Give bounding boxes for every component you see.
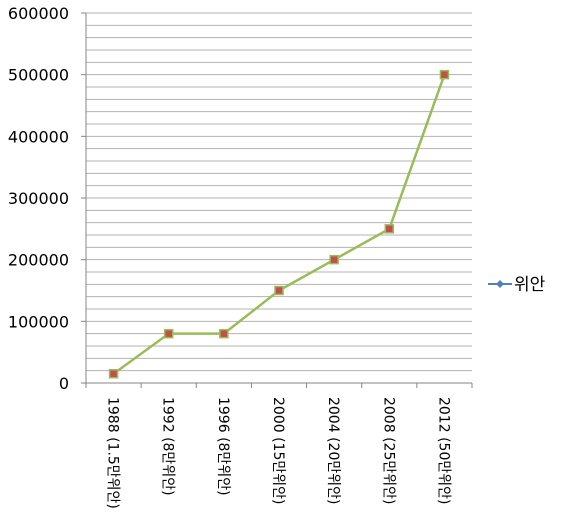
legend-marker-icon [496, 280, 504, 288]
data-point-marker [384, 224, 395, 234]
data-point-marker [439, 69, 450, 80]
y-tick-label: 500000 [8, 66, 69, 85]
legend: 위안 [488, 275, 546, 295]
x-tick-label: 2004 (20만위안) [325, 397, 341, 504]
y-tick-label: 0 [59, 374, 69, 393]
x-tick-label: 1992 (8만위안) [160, 397, 176, 496]
x-tick-label: 2008 (25만위안) [380, 397, 396, 504]
series-line [112, 74, 446, 375]
x-tick-label: 2012 (50만위안) [435, 397, 451, 504]
y-axis-tick-labels: 0 100000 200000 300000 400000 500000 600000 [8, 4, 69, 393]
x-tick-label: 1996 (8만위안) [215, 397, 231, 496]
x-tick-label: 2000 (15만위안) [270, 397, 286, 504]
y-tick-label: 400000 [8, 127, 69, 146]
legend-label: 위안 [514, 275, 546, 295]
data-point-marker [108, 369, 119, 379]
y-tick-label: 600000 [8, 4, 69, 23]
data-point-marker [274, 285, 284, 296]
x-tick-label: 1988 (1.5만위안) [105, 397, 121, 509]
axes [81, 12, 473, 388]
gridlines [86, 12, 472, 372]
data-series [108, 69, 450, 379]
y-tick-label: 300000 [8, 189, 69, 208]
y-tick-label: 200000 [8, 251, 69, 270]
y-tick-label: 100000 [8, 312, 69, 331]
data-point-marker [329, 254, 339, 265]
x-axis-tick-labels: 1988 (1.5만위안) 1992 (8만위안) 1996 (8만위안) 2000 … [105, 397, 452, 509]
data-point-marker [163, 328, 174, 339]
data-point-marker [219, 328, 229, 339]
